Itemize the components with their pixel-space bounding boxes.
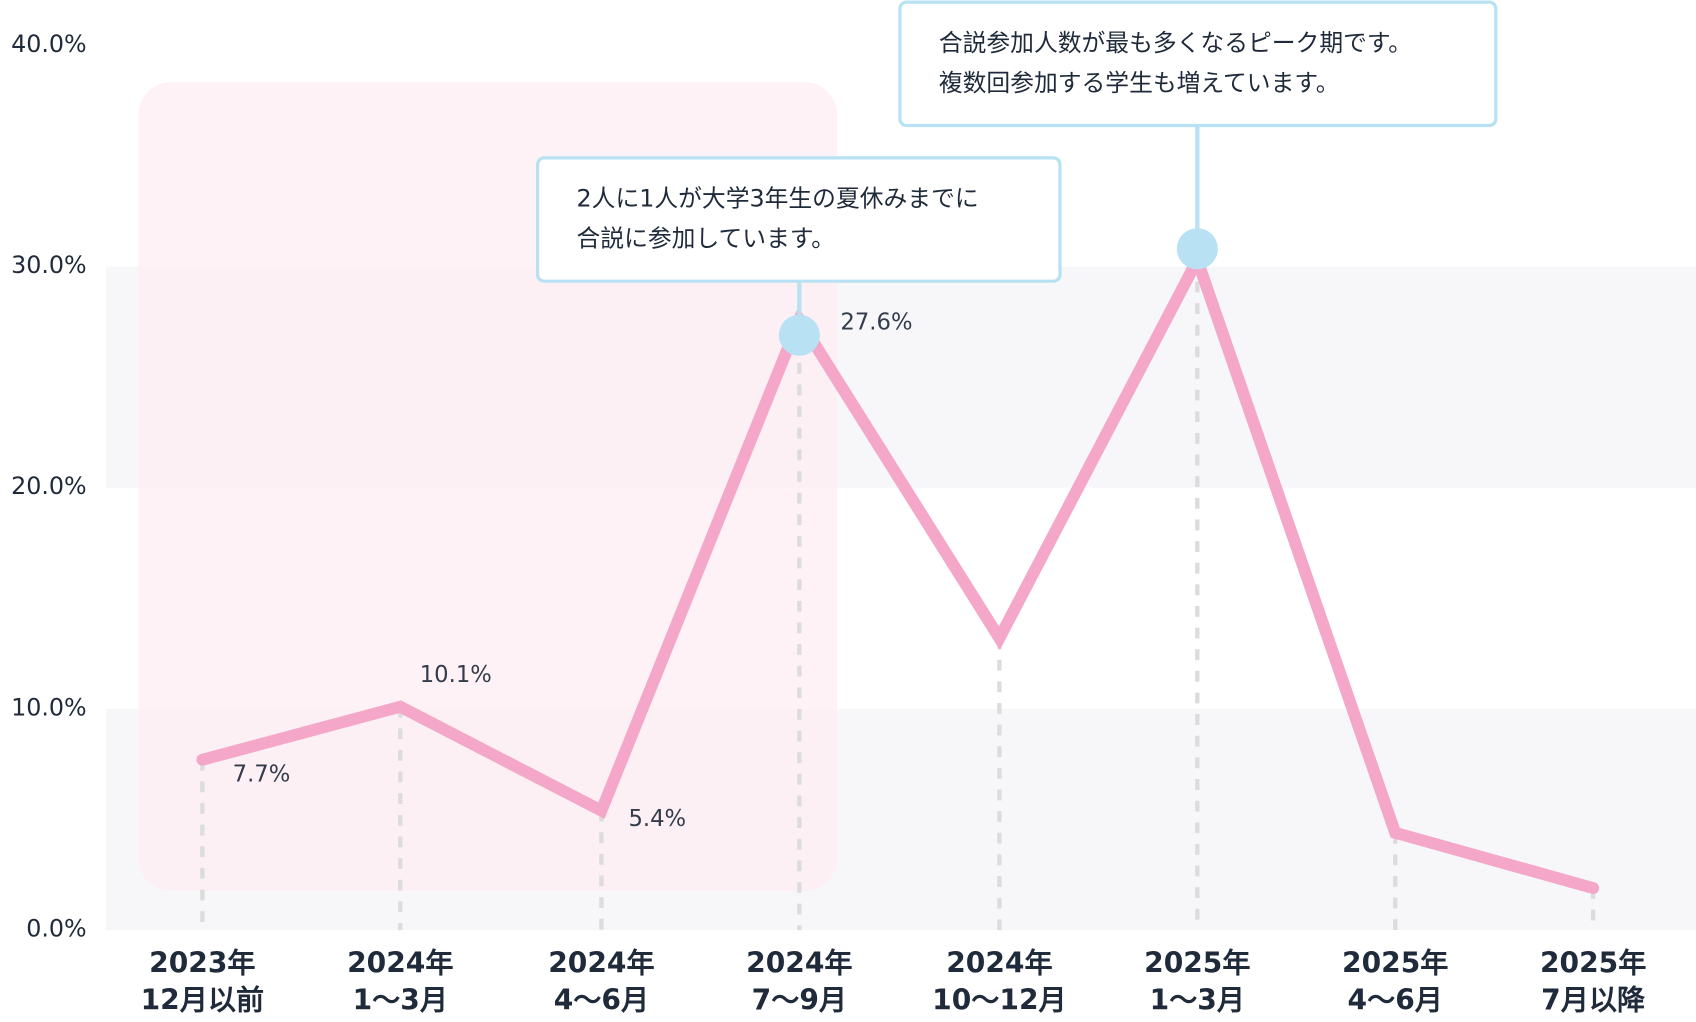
y-tick-label: 20.0%	[11, 472, 87, 500]
x-tick-label: 2024年	[548, 947, 654, 980]
x-tick-label: 2025年	[1144, 947, 1250, 980]
x-tick-label: 10〜12月	[932, 983, 1066, 1016]
line	[196, 244, 1600, 895]
annotation-text: 合説に参加しています。	[577, 225, 836, 253]
x-tick-label: 12月以前	[141, 983, 264, 1016]
x-tick-label: 2025年	[1540, 947, 1646, 980]
y-tick-label: 10.0%	[11, 693, 87, 721]
x-tick-label: 1〜3月	[1150, 983, 1245, 1016]
x-tick-label: 2025年	[1342, 947, 1448, 980]
highlight-marker	[778, 314, 820, 356]
x-tick-label: 4〜6月	[1348, 983, 1443, 1016]
callout-box	[535, 156, 1062, 283]
annotation-text: 2人に1人が大学3年生の夏休みまでに	[577, 185, 979, 213]
annotation-text: 合説参加人数が最も多くなるピーク期です。	[939, 29, 1412, 57]
y-tick-label: 40.0%	[11, 30, 87, 58]
data-label: 5.4%	[628, 806, 686, 832]
x-tick-label: 2024年	[746, 947, 852, 980]
annotation-text: 複数回参加する学生も増えています。	[939, 69, 1340, 97]
data-label: 27.6%	[840, 309, 912, 335]
x-tick-label: 2024年	[347, 947, 453, 980]
y-tick-label: 0.0%	[26, 915, 86, 943]
x-tick-label: 2024年	[946, 947, 1052, 980]
x-tick-label: 7月以降	[1541, 983, 1646, 1016]
x-tick-label: 2023年	[149, 947, 255, 980]
data-label: 7.7%	[233, 761, 291, 787]
highlight-marker	[1176, 228, 1218, 270]
x-tick-label: 1〜3月	[353, 983, 448, 1016]
x-tick-label: 4〜6月	[554, 983, 649, 1016]
y-tick-label: 30.0%	[11, 251, 87, 279]
highlight-region	[138, 82, 838, 892]
data-label: 10.1%	[420, 662, 492, 688]
x-tick-label: 7〜9月	[752, 983, 847, 1016]
callout-box	[898, 0, 1498, 128]
